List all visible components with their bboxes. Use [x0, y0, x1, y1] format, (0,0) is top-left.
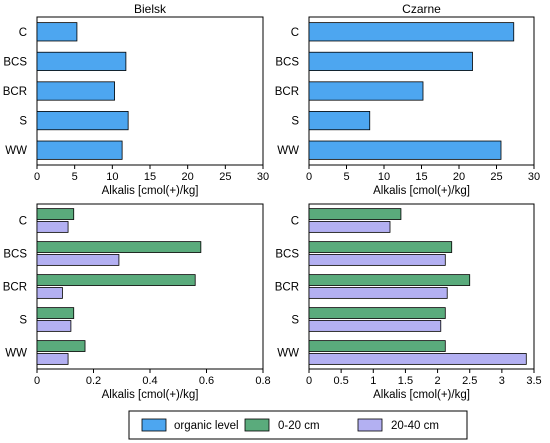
x-tick-label: 2.5 — [462, 375, 477, 387]
bar-cm20_40 — [308, 254, 446, 266]
x-tick-label: 0 — [34, 171, 40, 183]
bar-cm20_40 — [308, 353, 527, 365]
x-tick-label: 3 — [499, 375, 505, 387]
x-tick-label: 30 — [528, 171, 540, 183]
category-label: C — [19, 27, 27, 39]
x-tick-label: 0 — [306, 375, 312, 387]
category-label: S — [291, 315, 299, 327]
bar-organic — [308, 51, 473, 71]
x-tick-label: 5 — [72, 171, 78, 183]
x-tick-label: 1 — [370, 375, 376, 387]
category-label: S — [19, 116, 27, 128]
category-label: S — [291, 116, 299, 128]
category-label: BCR — [275, 282, 299, 294]
bar-cm20_40 — [308, 221, 391, 233]
bar-organic — [36, 140, 123, 160]
x-tick-label: 0.6 — [199, 375, 214, 387]
legend-label-20-40: 20-40 cm — [391, 420, 439, 432]
x-tick-label: 0 — [34, 375, 40, 387]
legend-box — [128, 410, 468, 440]
bar-organic — [308, 81, 424, 101]
category-label: WW — [277, 145, 299, 157]
chart-panel-1: Bielsk 0 5 10 15 20 25 30 Alkalis [cmol(+)/kg] C B… — [3, 2, 269, 197]
category-label: S — [19, 315, 27, 327]
x-tick-label: 0 — [306, 171, 312, 183]
x-tick-label: 10 — [106, 171, 118, 183]
x-tick-label: 15 — [415, 171, 427, 183]
plot-frame — [308, 203, 535, 370]
bar-organic — [308, 111, 371, 131]
category-label: WW — [5, 348, 27, 360]
x-axis-label: Alkalis [cmol(+)/kg] — [102, 185, 199, 197]
bar-organic — [36, 111, 129, 131]
category-label: BCS — [275, 56, 299, 68]
bar-cm0_20 — [36, 208, 75, 220]
bar-cm20_40 — [36, 320, 72, 332]
category-label: BCS — [3, 249, 27, 261]
x-tick-label: 0.4 — [142, 375, 157, 387]
bar-cm20_40 — [308, 287, 448, 299]
bar-organic — [36, 22, 78, 42]
chart-title: Bielsk — [134, 2, 167, 16]
legend-label-0-20: 0-20 cm — [278, 420, 320, 432]
bar-cm0_20 — [36, 241, 202, 253]
x-tick-label: 30 — [257, 171, 269, 183]
x-tick-label: 25 — [490, 171, 502, 183]
x-axis-label: Alkalis [cmol(+)/kg] — [373, 389, 470, 401]
bar-cm0_20 — [36, 307, 75, 319]
bar-cm0_20 — [308, 241, 453, 253]
bar-cm0_20 — [308, 340, 446, 352]
bar-cm0_20 — [308, 307, 446, 319]
bar-cm0_20 — [36, 274, 196, 286]
category-label: C — [291, 27, 299, 39]
x-tick-label: 2 — [435, 375, 441, 387]
chart-panel-3: 0 0.2 0.4 0.6 0.8 Alkalis [cmol(+)/kg] C BCS BCR… — [3, 203, 271, 401]
x-tick-label: 0.8 — [255, 375, 270, 387]
legend-swatch-organic — [141, 418, 167, 432]
x-tick-label: 5 — [343, 171, 349, 183]
chart-title: Czarne — [402, 2, 441, 16]
category-label: C — [291, 216, 299, 228]
x-tick-label: 10 — [378, 171, 390, 183]
bar-cm20_40 — [36, 287, 63, 299]
bar-cm20_40 — [308, 320, 442, 332]
category-label: C — [19, 216, 27, 228]
x-tick-label: 3.5 — [526, 375, 541, 387]
bar-organic — [36, 51, 127, 71]
legend-label-organic: organic level — [174, 420, 239, 432]
bar-cm20_40 — [36, 221, 69, 233]
x-tick-label: 20 — [182, 171, 194, 183]
category-label: WW — [277, 348, 299, 360]
category-label: BCR — [3, 86, 27, 98]
category-label: BCR — [275, 86, 299, 98]
x-tick-label: 15 — [144, 171, 156, 183]
category-label: BCS — [275, 249, 299, 261]
legend: organic level 0-20 cm 20-40 cm — [128, 410, 468, 440]
bar-cm0_20 — [308, 274, 471, 286]
x-tick-label: 0.2 — [86, 375, 101, 387]
legend-swatch-0-20 — [244, 418, 270, 432]
x-tick-label: 0.5 — [333, 375, 348, 387]
x-tick-label: 25 — [219, 171, 231, 183]
legend-swatch-20-40 — [357, 418, 383, 432]
x-tick-label: 1.5 — [398, 375, 413, 387]
x-axis-label: Alkalis [cmol(+)/kg] — [102, 389, 199, 401]
bar-cm20_40 — [36, 254, 120, 266]
bar-cm0_20 — [308, 208, 402, 220]
bar-organic — [308, 22, 515, 42]
bar-organic — [36, 81, 115, 101]
chart-panel-4: 0 0.5 1 1.5 2 2.5 3 3.5 Alkalis [cmol(+)/kg] C BCS… — [275, 203, 542, 401]
category-label: BCR — [3, 282, 27, 294]
category-label: BCS — [3, 56, 27, 68]
category-label: WW — [5, 145, 27, 157]
x-tick-label: 20 — [453, 171, 465, 183]
bar-organic — [308, 140, 502, 160]
chart-panel-2: Czarne 0 5 10 15 20 25 30 Alkalis [cmol(+)/kg] C B… — [275, 2, 540, 197]
bar-cm0_20 — [36, 340, 86, 352]
x-axis-label: Alkalis [cmol(+)/kg] — [373, 185, 470, 197]
bar-cm20_40 — [36, 353, 69, 365]
